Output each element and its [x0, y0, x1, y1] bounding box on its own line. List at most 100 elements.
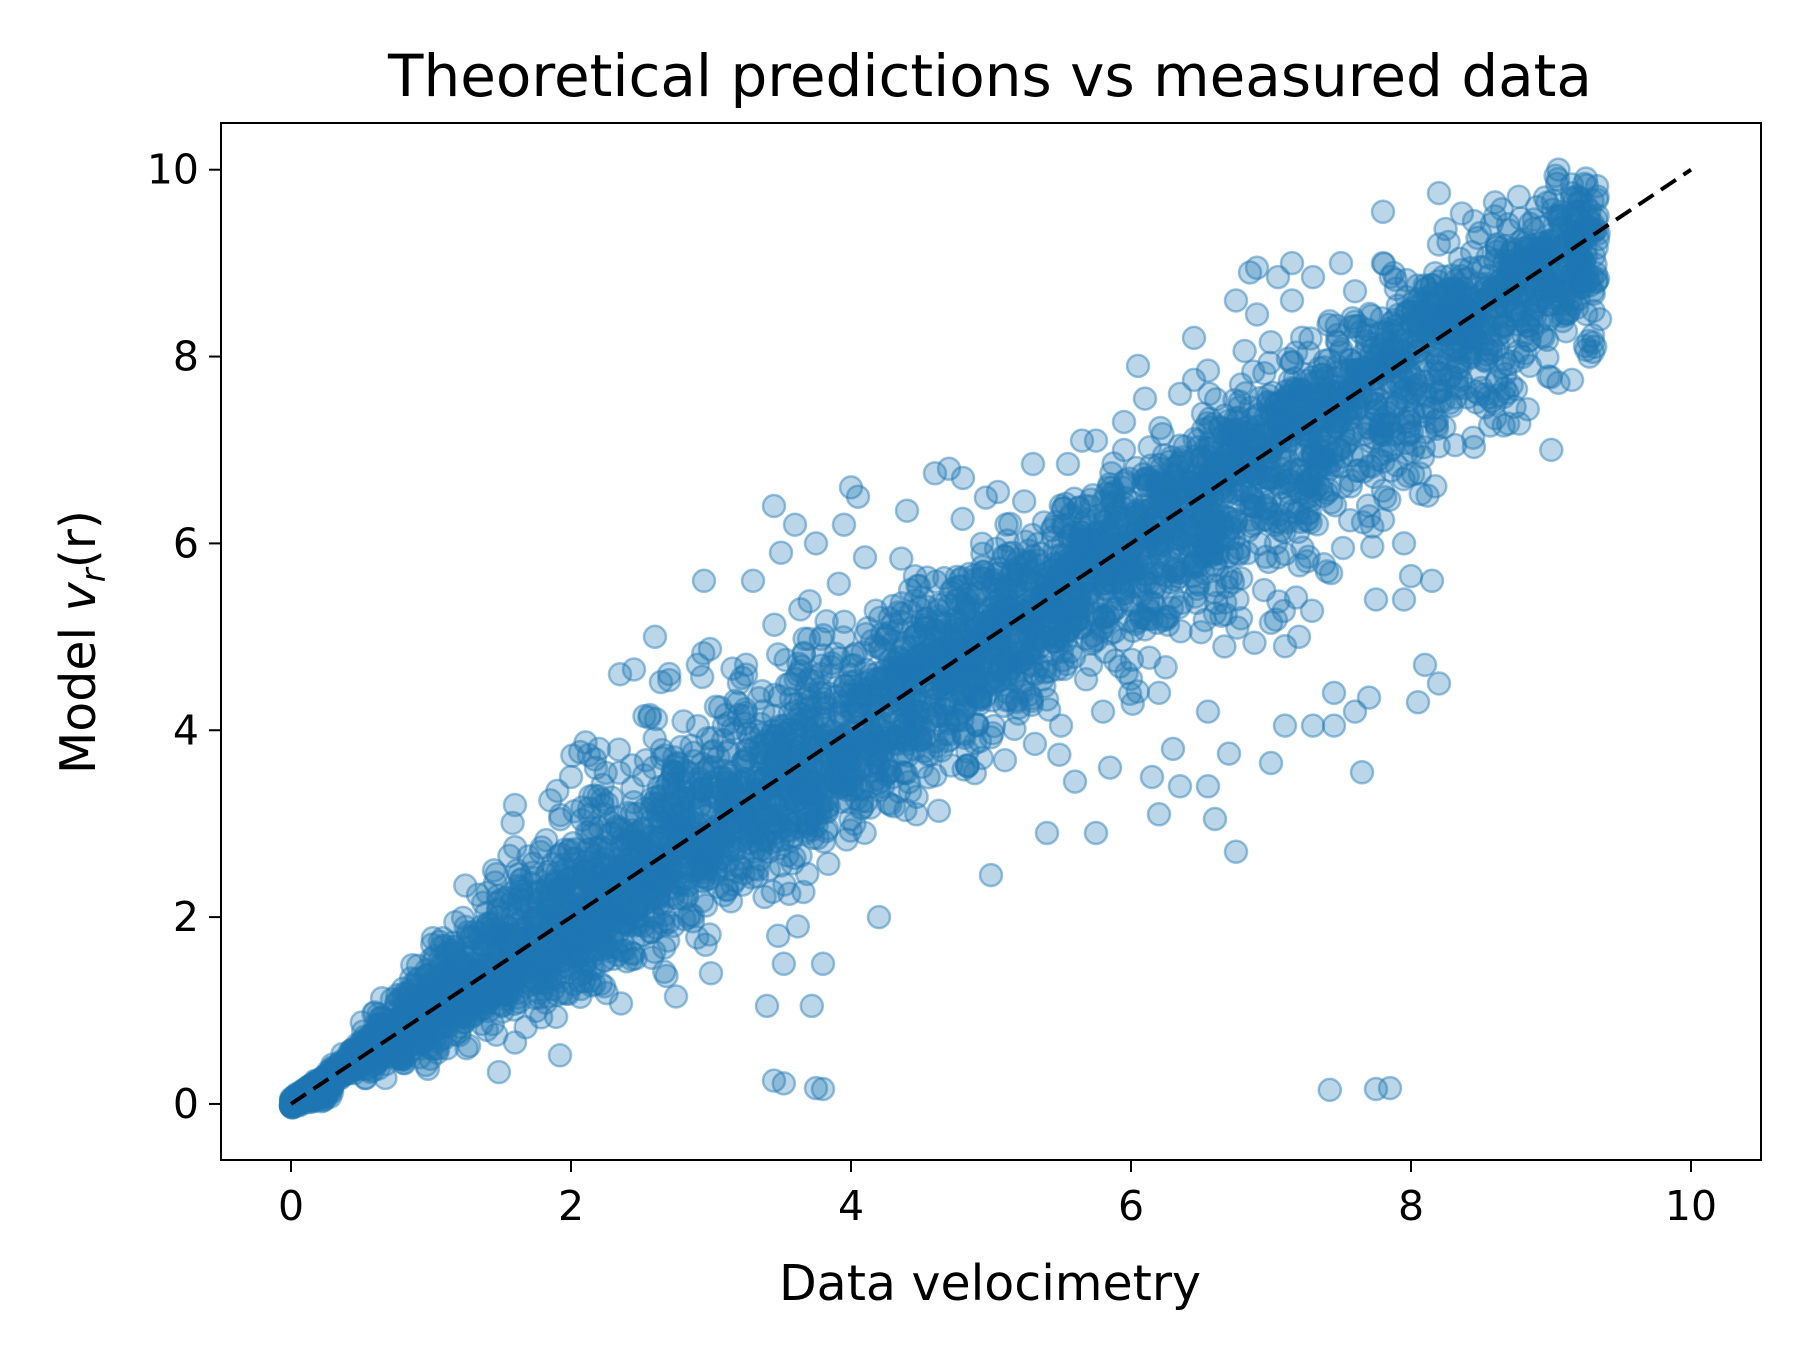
data-point — [1330, 535, 1356, 561]
data-point — [831, 609, 857, 634]
data-point — [743, 813, 769, 839]
data-point — [1211, 524, 1237, 550]
data-point — [1084, 627, 1109, 652]
data-point — [1296, 467, 1322, 493]
data-point — [1037, 659, 1062, 684]
data-point — [488, 970, 514, 996]
data-point — [839, 696, 864, 721]
data-point — [469, 933, 495, 958]
data-point — [859, 723, 884, 748]
data-point — [1063, 609, 1088, 634]
data-point — [717, 763, 743, 788]
data-point — [1011, 489, 1037, 514]
data-point — [1445, 373, 1471, 398]
data-point — [852, 671, 878, 696]
data-point — [937, 727, 962, 752]
data-point — [960, 667, 985, 692]
data-point — [1019, 636, 1045, 662]
data-point — [345, 1031, 370, 1057]
data-point — [902, 563, 928, 589]
data-point — [1078, 652, 1104, 678]
data-point — [571, 859, 597, 884]
data-point — [630, 816, 656, 841]
data-point — [1369, 415, 1394, 440]
data-point — [1438, 313, 1464, 338]
data-point — [1385, 293, 1411, 318]
data-point — [924, 733, 950, 759]
data-point — [1279, 375, 1305, 401]
data-point — [765, 810, 790, 835]
data-point — [660, 759, 686, 784]
data-point — [1136, 598, 1161, 623]
data-point — [865, 660, 890, 686]
data-point — [604, 868, 630, 893]
data-point — [1365, 386, 1391, 412]
data-point — [1419, 340, 1445, 365]
data-point — [888, 742, 914, 767]
data-point — [1553, 318, 1579, 344]
data-point — [1162, 556, 1188, 582]
data-point — [407, 1019, 432, 1044]
data-point — [1043, 510, 1069, 535]
data-point — [763, 820, 789, 845]
data-point — [1576, 205, 1602, 231]
data-point — [1049, 572, 1074, 598]
data-point — [775, 843, 800, 868]
data-point — [1296, 544, 1321, 569]
data-point — [857, 675, 883, 701]
data-point — [864, 742, 889, 768]
data-point — [1252, 360, 1277, 386]
data-point — [1022, 731, 1048, 757]
data-point — [434, 1004, 459, 1029]
data-point — [394, 981, 419, 1007]
data-point — [936, 711, 962, 736]
data-point — [547, 1043, 573, 1068]
data-point — [624, 880, 650, 906]
data-point — [1050, 542, 1075, 567]
data-point — [943, 616, 968, 642]
data-point — [1045, 598, 1071, 624]
data-point — [1216, 544, 1241, 569]
data-point — [1149, 479, 1174, 505]
data-point — [490, 935, 516, 961]
data-point — [664, 829, 690, 854]
data-point — [608, 991, 634, 1016]
data-point — [1185, 428, 1211, 453]
data-point — [1110, 627, 1135, 653]
data-point — [401, 1036, 426, 1061]
data-point — [1304, 512, 1330, 537]
data-point — [1379, 334, 1405, 359]
data-point — [400, 971, 426, 997]
data-point — [491, 922, 517, 948]
data-point — [1534, 271, 1560, 297]
data-point — [1329, 474, 1355, 500]
data-point — [418, 992, 443, 1017]
data-point — [1210, 515, 1235, 540]
data-point — [329, 1053, 354, 1079]
data-point — [1416, 317, 1441, 343]
data-point — [787, 747, 812, 773]
data-point — [1303, 385, 1328, 410]
data-point — [970, 646, 995, 671]
data-point — [844, 693, 870, 718]
data-point — [987, 632, 1012, 657]
data-point — [1497, 324, 1522, 349]
data-point — [944, 610, 970, 635]
data-point — [597, 898, 622, 924]
data-point — [1446, 292, 1472, 318]
data-point — [1569, 269, 1595, 294]
data-point — [781, 723, 807, 748]
data-point — [950, 657, 976, 683]
data-point — [1049, 639, 1075, 664]
data-point — [645, 886, 671, 912]
data-point — [590, 772, 615, 798]
data-point — [806, 691, 831, 716]
data-point — [952, 696, 978, 722]
data-point — [677, 808, 703, 834]
data-point — [791, 641, 816, 667]
data-point — [916, 706, 942, 732]
data-point — [994, 512, 1019, 537]
data-point — [850, 682, 876, 707]
data-point — [1099, 481, 1125, 507]
